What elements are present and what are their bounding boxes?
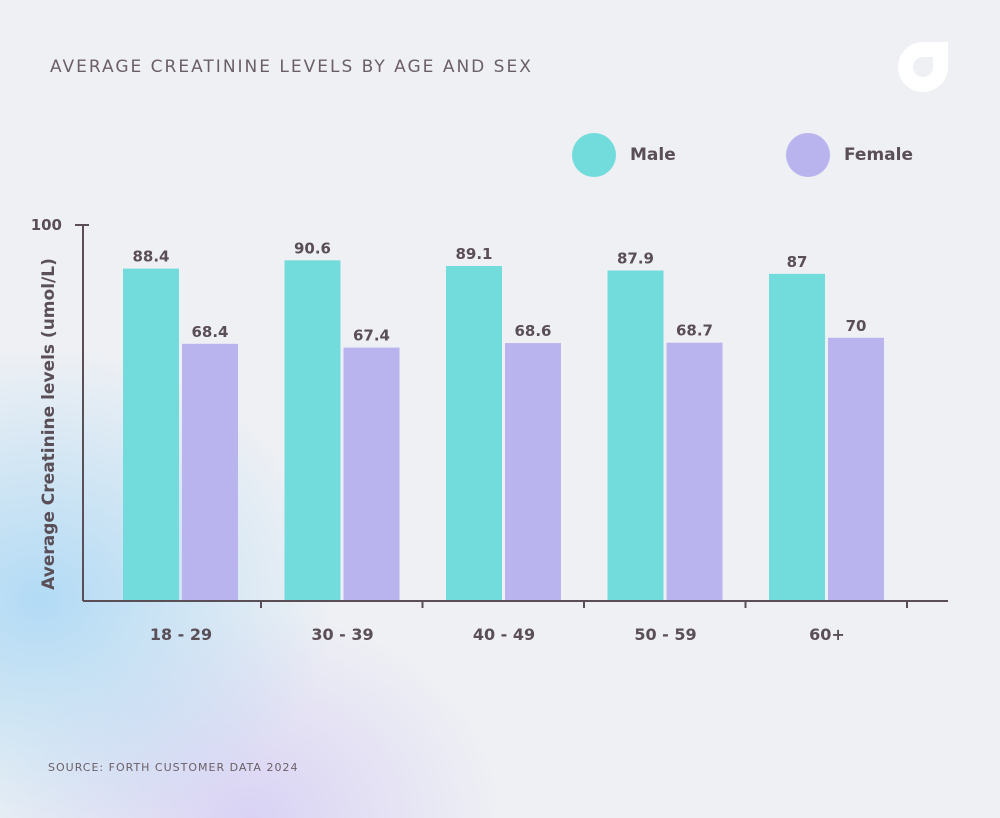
- data-label-male-4: 87.9: [617, 249, 654, 267]
- x-tick-label-5: 60+: [809, 625, 845, 644]
- data-label-male-1: 88.4: [132, 248, 169, 266]
- data-label-male-3: 89.1: [455, 245, 492, 263]
- y-axis-title: Average Creatinine levels (umol/L): [39, 258, 59, 590]
- bar-male-2: [284, 260, 341, 601]
- x-tick-label-1: 18 - 29: [150, 625, 212, 644]
- legend-item-male: Male: [572, 133, 676, 177]
- data-label-female-1: 68.4: [191, 323, 228, 341]
- legend-swatch-male: [572, 133, 616, 177]
- y-tick-label-1: 100: [31, 216, 62, 234]
- data-label-female-2: 67.4: [353, 327, 390, 345]
- bar-female-3: [505, 343, 561, 601]
- legend-swatch-female: [786, 133, 830, 177]
- bar-female-4: [666, 342, 723, 601]
- bar-male-4: [607, 270, 664, 601]
- data-label-female-3: 68.6: [514, 322, 551, 340]
- bar-female-2: [343, 347, 400, 601]
- x-tick-label-3: 40 - 49: [473, 625, 535, 644]
- brand-logo-icon: [898, 42, 948, 92]
- legend-label-male: Male: [630, 145, 676, 165]
- bar-female-1: [182, 343, 238, 601]
- bar-male-5: [769, 273, 825, 601]
- legend-label-female: Female: [844, 145, 913, 165]
- data-label-male-5: 87: [787, 253, 808, 271]
- x-tick-label-2: 30 - 39: [311, 625, 373, 644]
- bar-male-3: [446, 265, 502, 601]
- chart-title: AVERAGE CREATININE LEVELS BY AGE AND SEX: [50, 57, 533, 77]
- data-label-female-4: 68.7: [676, 322, 713, 340]
- data-label-male-2: 90.6: [294, 239, 331, 257]
- source-note: SOURCE: FORTH CUSTOMER DATA 2024: [48, 761, 299, 774]
- bar-male-1: [123, 268, 179, 601]
- data-label-female-5: 70: [846, 317, 867, 335]
- legend-item-female: Female: [786, 133, 913, 177]
- x-tick-label-4: 50 - 59: [634, 625, 696, 644]
- bar-female-5: [828, 337, 884, 601]
